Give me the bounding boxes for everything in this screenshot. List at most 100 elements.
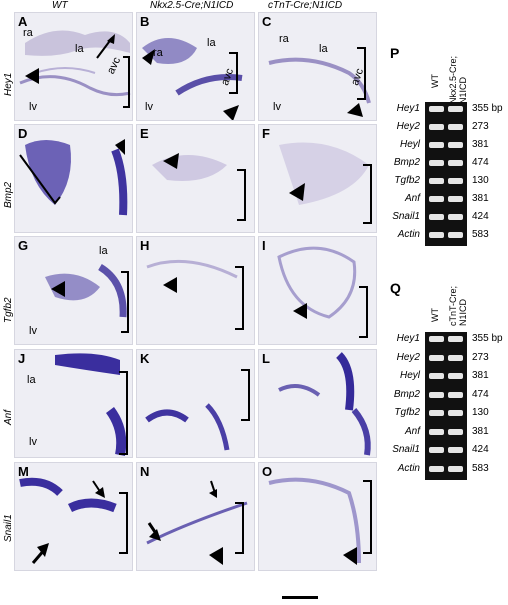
panel-letter: D (18, 126, 28, 141)
label-la: la (75, 43, 84, 55)
gel-band-size: 273 (472, 121, 489, 132)
gel-band (429, 391, 444, 398)
gel-band-size: 474 (472, 157, 489, 168)
panel-f: F (258, 124, 377, 233)
gel-band (429, 354, 444, 361)
panel-letter: E (140, 126, 149, 141)
gel-band (448, 410, 463, 416)
gel-band (448, 465, 463, 472)
label-lv: lv (29, 101, 37, 113)
panel-n: N (136, 462, 255, 571)
label-lv: lv (145, 101, 153, 113)
gel-band (448, 447, 463, 453)
panel-b: B ra la lv avc (136, 12, 255, 121)
label-la: la (27, 374, 36, 386)
panel-letter: F (262, 126, 270, 141)
gel-band (448, 160, 463, 166)
gel-gene-label: Actin (397, 229, 420, 240)
gel-gene-label: Actin (397, 462, 420, 474)
gel-band-size: 130 (472, 407, 489, 418)
gel-q-letter: Q (390, 280, 401, 296)
gel-gene-label: Hey2 (396, 121, 420, 132)
panel-letter: A (18, 14, 28, 29)
gel-band-size: 381 (472, 425, 489, 437)
gel-gene-label: Tgfb2 (394, 175, 420, 186)
label-la: la (319, 43, 328, 55)
gel-band (429, 106, 444, 112)
scale-bar (282, 596, 318, 599)
gel-band (429, 336, 444, 342)
gel-band (429, 465, 444, 472)
gel-band (429, 178, 444, 184)
gel-gene-label: Bmp2 (393, 157, 420, 168)
column-header-wt: WT (52, 0, 68, 11)
panel-letter: N (140, 464, 150, 479)
label-ra: ra (23, 27, 33, 39)
gel-gene-label: Snail1 (392, 444, 420, 455)
panel-c: C ra la lv avc (258, 12, 377, 121)
gel-band (429, 428, 444, 435)
gel-band (448, 373, 463, 379)
gel-band (429, 232, 444, 238)
panel-letter: B (140, 14, 150, 29)
tissue-section-k (145, 369, 250, 451)
tissue-section-n (146, 480, 248, 565)
label-lv: lv (273, 101, 281, 113)
gel-band-size: 424 (472, 444, 489, 455)
gel-q-header-wt: WT (430, 308, 440, 322)
gel-band (429, 196, 444, 202)
gel-gene-label: Snail1 (392, 211, 420, 222)
panel-letter: K (140, 351, 150, 366)
gel-band-size: 355 bp (472, 333, 503, 344)
panel-letter: I (262, 238, 266, 253)
gel-band-size: 381 (472, 370, 489, 381)
gel-gene-label: Tgfb2 (394, 407, 420, 418)
panel-d: D (14, 124, 133, 233)
panel-k: K (136, 349, 255, 458)
label-la: la (207, 37, 216, 49)
tissue-section-g (45, 263, 129, 333)
gel-band-size: 474 (472, 388, 489, 400)
gel-band (448, 106, 463, 112)
gel-band-size: 355 bp (472, 103, 503, 114)
panel-j: J la lv (14, 349, 133, 458)
tissue-section-e (152, 153, 246, 221)
row-label-snail1: Snail1 (3, 514, 14, 542)
gel-band-size: 130 (472, 175, 489, 186)
tissue-section-j (55, 353, 128, 456)
label-lv: lv (29, 436, 37, 448)
gel-gene-label: Heyl (399, 139, 420, 150)
row-label-anf: Anf (3, 409, 14, 425)
gel-band (448, 196, 463, 202)
panel-a: A ra la lv avc (14, 12, 133, 121)
tissue-section-m (19, 477, 128, 564)
gel-gene-label: Hey1 (396, 333, 420, 344)
gel-band (448, 178, 463, 184)
tissue-section-o (268, 477, 372, 565)
row-label-hey1: Hey1 (3, 72, 14, 96)
panel-g: G la lv (14, 236, 133, 345)
tissue-section-f (279, 142, 372, 224)
gel-band (448, 354, 463, 361)
gel-gene-label: Hey1 (396, 103, 420, 114)
gel-band-size: 424 (472, 211, 489, 222)
gel-gene-label: Hey2 (396, 351, 420, 363)
label-lv: lv (29, 325, 37, 337)
gel-gene-label: Bmp2 (393, 388, 420, 400)
gel-q-header-mutant: cTnT-Cre; N1ICD (448, 285, 468, 326)
gel-band (448, 336, 463, 342)
gel-p-letter: P (390, 45, 400, 61)
panel-letter: H (140, 238, 150, 253)
panel-m: M (14, 462, 133, 571)
panel-letter: M (18, 464, 29, 479)
panel-letter: C (262, 14, 272, 29)
gel-band (429, 160, 444, 166)
gel-band (429, 410, 444, 416)
panel-i: I (258, 236, 377, 345)
gel-band-size: 273 (472, 351, 489, 363)
gel-p-header-wt: WT (430, 74, 440, 88)
column-header-nkx: Nkx2.5-Cre;N1ICD (150, 0, 234, 11)
tissue-section-d (19, 139, 128, 216)
panel-letter: L (262, 351, 270, 366)
tissue-section-c (268, 47, 371, 117)
